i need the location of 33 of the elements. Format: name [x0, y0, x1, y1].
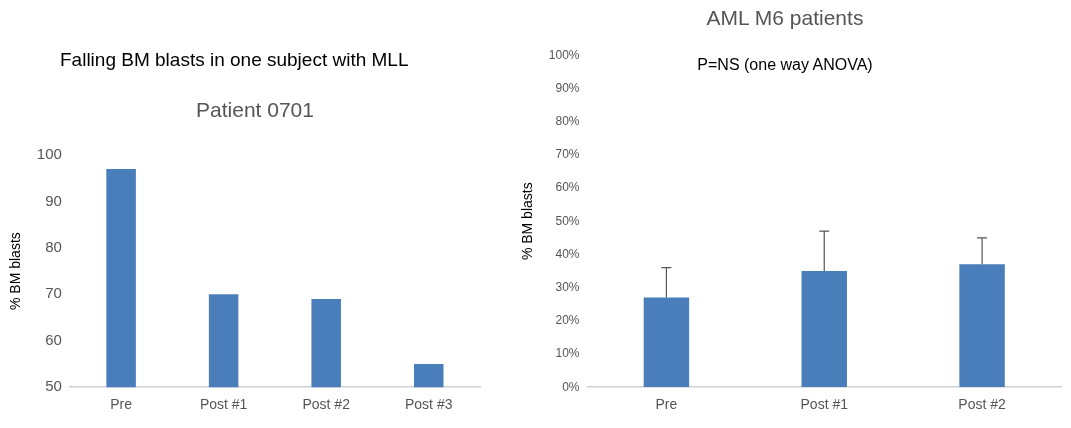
chart-title: Falling BM blasts in one subject with MLL [60, 48, 410, 71]
y-tick-label: 60 [45, 330, 62, 348]
y-tick-label: 10% [555, 346, 580, 361]
x-tick-label: Pre [655, 396, 678, 413]
y-axis-title: % BM blasts [519, 182, 536, 261]
y-tick-label: 90% [555, 80, 580, 95]
x-tick-label: Post #2 [302, 396, 351, 413]
y-tick-label: 40% [555, 246, 580, 261]
y-tick-label: 30% [555, 279, 580, 294]
bar [959, 264, 1005, 388]
x-tick-label: Post #1 [800, 396, 849, 413]
chart-title: AML M6 patients [705, 6, 865, 30]
y-tick-label: 70 [45, 284, 62, 302]
y-tick-label: 80 [45, 238, 62, 256]
y-tick-label: 100 [36, 145, 62, 163]
x-tick-label: Post #3 [404, 396, 453, 413]
chart-subtitle: Patient 0701 [195, 98, 315, 122]
x-tick-label: Pre [110, 396, 133, 413]
chart-subtitle: P=NS (one way ANOVA) [697, 56, 873, 73]
y-tick-label: 90 [45, 191, 62, 209]
x-tick-label: Post #2 [958, 396, 1007, 413]
y-tick-label: 80% [555, 113, 580, 128]
bar [801, 271, 847, 388]
y-tick-label: 50% [555, 213, 580, 228]
y-tick-label: 70% [555, 147, 580, 162]
y-tick-label: 20% [555, 313, 580, 328]
y-tick-label: 100% [548, 47, 580, 62]
y-axis-title: % BM blasts [7, 232, 24, 311]
y-tick-label: 50 [45, 377, 62, 395]
y-tick-label: 0% [562, 379, 580, 394]
y-tick-label: 60% [555, 180, 580, 195]
x-tick-label: Post #1 [199, 396, 248, 413]
bar [643, 297, 690, 388]
